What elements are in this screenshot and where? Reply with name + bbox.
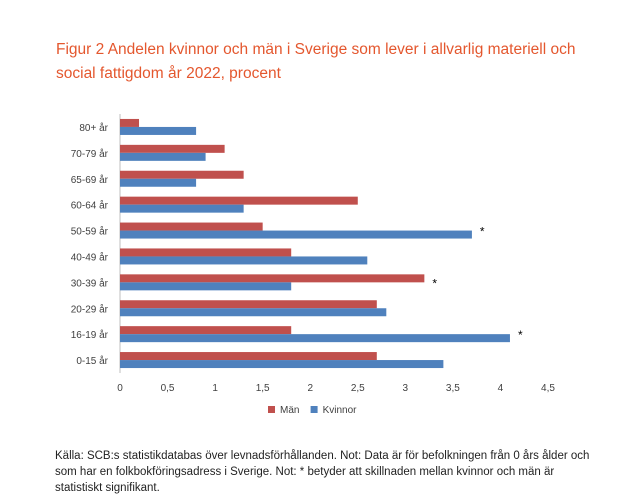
significance-marker: * (518, 328, 523, 342)
category-label: 16-19 år (71, 329, 109, 341)
category-label: 20-29 år (71, 303, 109, 315)
significance-marker: * (432, 276, 437, 290)
category-label: 70-79 år (71, 148, 109, 160)
bar-kvinnor (120, 152, 206, 161)
legend-label: Kvinnor (323, 405, 358, 416)
bar-man (120, 222, 263, 231)
bar-man (120, 300, 377, 309)
category-labels: 80+ år 70-79 år 65-69 år 60-64 år 50-59 år 40… (71, 122, 109, 367)
x-tick-label: 2 (307, 383, 313, 394)
x-tick-label: 1,5 (256, 383, 270, 394)
bar-kvinnor (120, 256, 368, 265)
bar-man (120, 326, 292, 335)
category-label: 60-64 år (71, 200, 109, 212)
significance-markers: * * * (432, 225, 523, 343)
bar-kvinnor (120, 360, 444, 369)
bar-man (120, 118, 140, 127)
source-note: Källa: SCB:s statistikdatabas över levna… (55, 450, 590, 494)
bars-group (120, 118, 510, 369)
legend-swatch-man (268, 406, 275, 413)
bar-kvinnor (120, 282, 292, 291)
category-label: 30-39 år (71, 277, 109, 289)
bar-kvinnor (120, 178, 197, 187)
chart-title: Figur 2 Andelen kvinnor och män i Sverig… (56, 41, 576, 82)
legend-label: Män (280, 405, 299, 416)
bar-man (120, 352, 377, 361)
category-label: 50-59 år (71, 226, 109, 238)
category-label: 80+ år (79, 122, 108, 134)
x-tick-label: 3,5 (446, 383, 460, 394)
category-label: 40-49 år (71, 251, 109, 263)
significance-marker: * (480, 225, 485, 239)
bar-man (120, 248, 292, 257)
x-tick-label: 0 (117, 383, 123, 394)
legend: Män Kvinnor (268, 405, 357, 416)
bar-man (120, 144, 225, 153)
bar-kvinnor (120, 126, 197, 135)
bar-man (120, 196, 358, 205)
bar-man (120, 274, 425, 283)
x-tick-label: 4 (498, 383, 504, 394)
x-tick-labels: 0 0,5 1 1,5 2 2,5 3 3,5 4 4,5 (117, 383, 555, 394)
bar-kvinnor (120, 308, 387, 317)
x-tick-label: 3 (403, 383, 409, 394)
bar-man (120, 170, 244, 179)
bar-kvinnor (120, 204, 244, 213)
legend-swatch-kvinnor (310, 406, 318, 413)
x-tick-label: 2,5 (351, 383, 365, 394)
x-tick-label: 0,5 (161, 383, 175, 394)
bar-kvinnor (120, 230, 472, 239)
x-tick-label: 4,5 (541, 383, 555, 394)
bar-kvinnor (120, 334, 510, 343)
x-tick-label: 1 (212, 383, 218, 394)
category-label: 0-15 år (76, 355, 108, 367)
category-label: 65-69 år (71, 174, 109, 186)
